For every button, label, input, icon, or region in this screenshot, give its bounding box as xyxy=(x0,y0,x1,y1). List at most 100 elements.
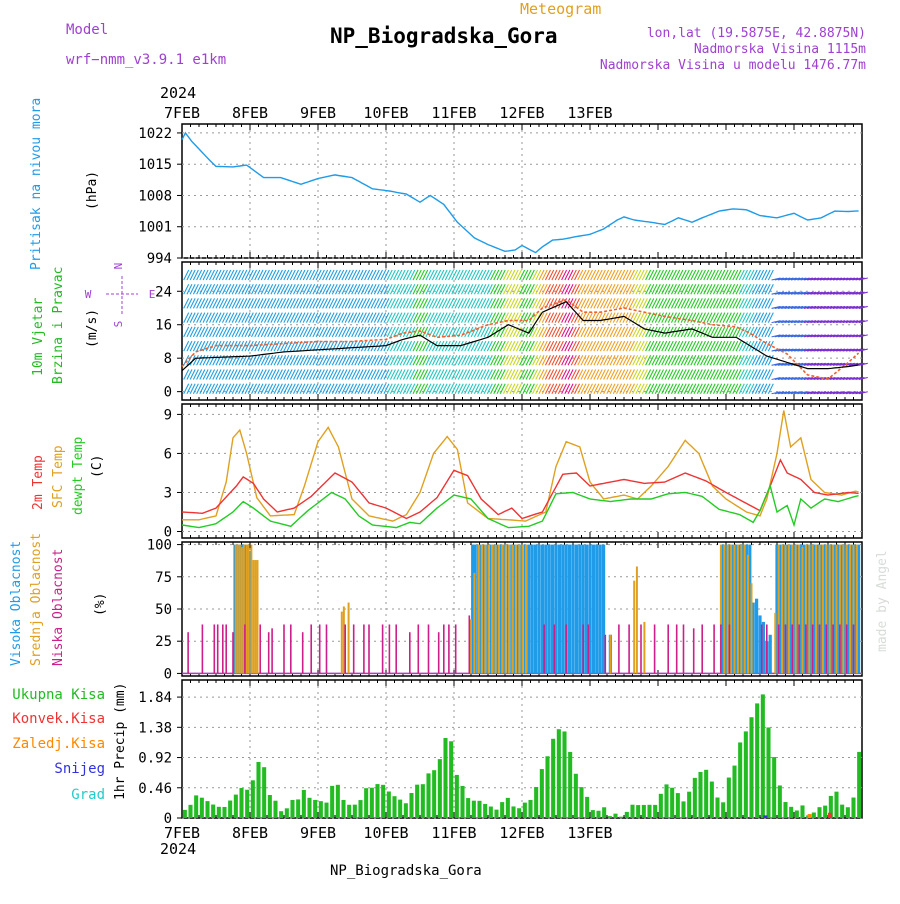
wind-barb xyxy=(389,269,396,281)
wind-barb xyxy=(680,383,687,394)
wind-barb xyxy=(761,312,768,323)
wind-barb xyxy=(800,391,810,395)
wind-barb xyxy=(848,391,859,395)
precip-bar xyxy=(211,804,216,818)
cloud-bar-0 xyxy=(778,544,782,674)
compass-south: S xyxy=(112,321,125,328)
wind-barb xyxy=(312,298,319,309)
cloud-bar-2 xyxy=(553,624,556,674)
wind-barb xyxy=(221,312,228,323)
precip-bar xyxy=(420,784,425,818)
precip-bar xyxy=(443,738,448,818)
wind-barb xyxy=(196,326,203,338)
wind-barb xyxy=(651,312,658,323)
wind-barb xyxy=(696,383,703,394)
wind-barb xyxy=(328,383,335,394)
wind-barb xyxy=(380,283,387,295)
precip-bar xyxy=(403,803,408,818)
wind-barb xyxy=(761,326,768,338)
wind-barb xyxy=(609,269,616,281)
wind-barb xyxy=(532,340,539,352)
wind-barb xyxy=(293,355,300,366)
wind-barb xyxy=(622,298,629,309)
wind-barb xyxy=(454,269,461,281)
wind-barb xyxy=(641,369,648,380)
wind-barb xyxy=(735,369,742,380)
wind-barb xyxy=(315,283,322,295)
precip-bar xyxy=(732,765,737,818)
wind-barb xyxy=(622,369,629,380)
wind-barb xyxy=(535,326,542,338)
wind-barb xyxy=(661,269,668,281)
wind-barb xyxy=(635,326,642,338)
wind-barb xyxy=(270,269,277,281)
wind-barb xyxy=(729,340,736,352)
wind-barb xyxy=(483,298,490,309)
wind-barb xyxy=(283,355,290,366)
wind-barb xyxy=(725,383,732,394)
precip-bar xyxy=(528,799,533,818)
wind-barb xyxy=(260,369,267,380)
wind-barb xyxy=(305,269,312,281)
pressure-ytick-label: 1008 xyxy=(138,188,172,204)
wind-barb xyxy=(406,340,413,352)
cloud-bar-0 xyxy=(578,544,582,674)
wind-barb xyxy=(212,312,219,323)
wind-barb xyxy=(302,312,309,323)
wind-barb xyxy=(431,355,438,366)
cloud-bar-1 xyxy=(521,544,524,674)
precip-ytick-label: 1.84 xyxy=(138,690,172,706)
wind-barb xyxy=(506,355,513,366)
cloud-bar-0 xyxy=(843,544,847,674)
wind-gust-line xyxy=(181,298,860,380)
wind-barb xyxy=(729,355,736,366)
wind-barb xyxy=(490,283,497,295)
wind-barb xyxy=(251,383,258,394)
wind-barb xyxy=(289,269,296,281)
cloud-bar-0 xyxy=(775,544,779,674)
wind-barb xyxy=(648,383,655,394)
wind-barb xyxy=(638,312,645,323)
compass-west: W xyxy=(85,288,92,301)
wind-barb xyxy=(551,269,558,281)
wind-barb xyxy=(396,312,403,323)
wind-barb xyxy=(241,269,248,281)
wind-barb xyxy=(806,348,817,352)
wind-barb xyxy=(360,283,367,295)
wind-barb xyxy=(506,269,513,281)
precip-bar xyxy=(658,793,663,818)
wind-barb xyxy=(596,326,603,338)
wind-barb xyxy=(260,355,267,366)
wind-barb xyxy=(696,269,703,281)
wind-barb xyxy=(347,283,354,295)
wind-barb xyxy=(609,340,616,352)
cloud-bar-1 xyxy=(256,560,259,674)
wind-barb xyxy=(567,326,574,338)
wind-barb xyxy=(745,383,752,394)
wind-barb xyxy=(570,312,577,323)
cloud-bar-0 xyxy=(471,544,475,674)
pressure-ytick-label: 1015 xyxy=(138,157,172,173)
wind-barb xyxy=(567,283,574,295)
wind-barb xyxy=(616,283,623,295)
wind-barb xyxy=(247,355,254,366)
wind-barb xyxy=(767,383,774,394)
wind-barb xyxy=(267,326,274,338)
precip-bar xyxy=(477,800,482,818)
wind-barb xyxy=(712,326,719,338)
wind-barb xyxy=(396,369,403,380)
wind-barb xyxy=(512,298,519,309)
wind-barb xyxy=(380,369,387,380)
wind-barb xyxy=(296,383,303,394)
cloud-bar-2 xyxy=(720,624,722,674)
wind-barb xyxy=(496,355,503,366)
cloud-bar-0 xyxy=(585,544,589,674)
wind-barb xyxy=(781,277,791,281)
wind-barb xyxy=(406,312,413,323)
wind-barb xyxy=(606,312,613,323)
cloud-bar-1 xyxy=(791,544,794,674)
wind-barb xyxy=(680,326,687,338)
wind-barb xyxy=(683,355,690,366)
wind-barb xyxy=(622,355,629,366)
wind-barb xyxy=(680,298,687,309)
